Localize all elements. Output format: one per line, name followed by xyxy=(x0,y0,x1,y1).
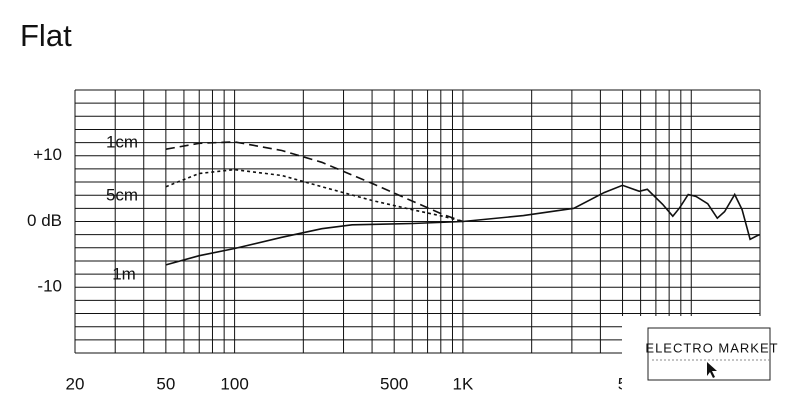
y-tick-label: 0 dB xyxy=(27,211,62,230)
series-line xyxy=(165,141,464,223)
x-tick-label: 20 xyxy=(66,374,85,393)
watermark-frame xyxy=(647,327,771,381)
x-tick-label: 50 xyxy=(156,374,175,393)
series-label: 1m xyxy=(112,264,136,283)
series-label: 1cm xyxy=(106,132,138,151)
y-tick-label: +10 xyxy=(33,145,62,164)
series-line xyxy=(165,184,761,266)
y-tick-label: -10 xyxy=(37,277,62,296)
x-tick-label: 500 xyxy=(380,374,408,393)
watermark: ELECTRO MARKET xyxy=(645,340,778,355)
watermark-box xyxy=(622,316,802,414)
cursor-icon xyxy=(707,362,717,378)
x-tick-label: 1K xyxy=(453,374,474,393)
series-label: 5cm xyxy=(106,185,138,204)
chart-title: Flat xyxy=(20,18,72,53)
x-tick-label: 100 xyxy=(220,374,248,393)
